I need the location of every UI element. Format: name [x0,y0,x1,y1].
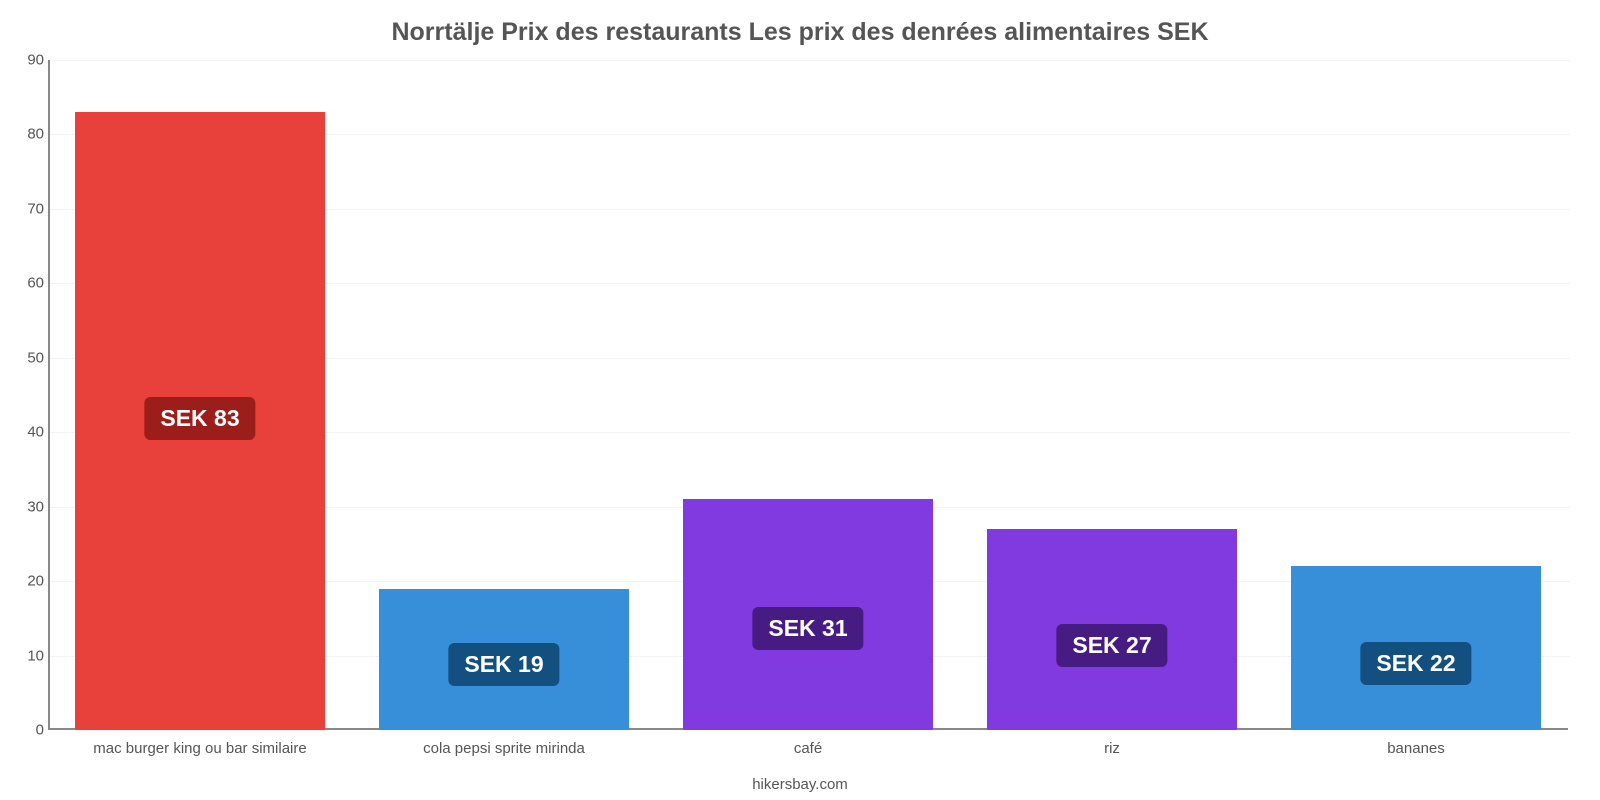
bar-value-label: SEK 83 [144,397,255,440]
x-tick-label: café [656,734,960,757]
x-tick-label: mac burger king ou bar similaire [48,734,352,757]
y-tick-label: 90 [14,52,44,69]
bars-group: SEK 83 SEK 19 SEK 31 SEK 27 SEK 22 [48,60,1568,730]
chart-container: 0102030405060708090 SEK 83SEK 19SEK 31SE… [48,60,1568,730]
bar-slot: SEK 31 [656,60,960,730]
x-tick-label: riz [960,734,1264,757]
x-tick-label: cola pepsi sprite mirinda [352,734,656,757]
y-tick-label: 80 [14,126,44,143]
y-tick-label: 70 [14,200,44,217]
chart-title: Norrtälje Prix des restaurants Les prix … [0,0,1600,47]
bar: SEK 31 [683,499,932,730]
y-tick-label: 50 [14,349,44,366]
y-tick-label: 0 [14,722,44,739]
bar-slot: SEK 19 [352,60,656,730]
x-axis-labels: mac burger king ou bar similairecola pep… [48,734,1568,757]
bar-value-label: SEK 27 [1056,624,1167,667]
bar: SEK 19 [379,589,628,730]
bar-slot: SEK 27 [960,60,1264,730]
bar-value-label: SEK 19 [448,643,559,686]
bar: SEK 22 [1291,566,1540,730]
x-tick-label: bananes [1264,734,1568,757]
bar-value-label: SEK 22 [1360,642,1471,685]
y-tick-label: 60 [14,275,44,292]
bar-slot: SEK 83 [48,60,352,730]
y-tick-label: 30 [14,498,44,515]
y-tick-label: 40 [14,424,44,441]
bar: SEK 27 [987,529,1236,730]
bar-slot: SEK 22 [1264,60,1568,730]
bar: SEK 83 [75,112,324,730]
y-tick-label: 20 [14,573,44,590]
bar-value-label: SEK 31 [752,607,863,650]
attribution-text: hikersbay.com [0,776,1600,793]
y-tick-label: 10 [14,647,44,664]
